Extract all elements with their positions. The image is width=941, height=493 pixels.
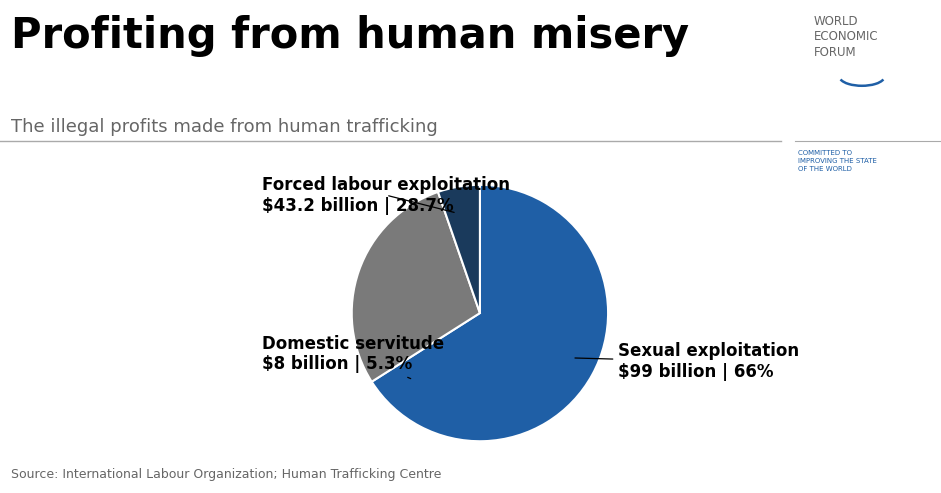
Text: Sexual exploitation
$99 billion | 66%: Sexual exploitation $99 billion | 66% — [575, 342, 800, 381]
Text: The illegal profits made from human trafficking: The illegal profits made from human traf… — [11, 118, 439, 137]
Text: WORLD
ECONOMIC
FORUM: WORLD ECONOMIC FORUM — [814, 15, 879, 59]
Wedge shape — [438, 185, 480, 313]
Text: Domestic servitude
$8 billion | 5.3%: Domestic servitude $8 billion | 5.3% — [262, 335, 444, 379]
Text: Profiting from human misery: Profiting from human misery — [11, 15, 690, 57]
Wedge shape — [352, 192, 480, 382]
Text: COMMITTED TO
IMPROVING THE STATE
OF THE WORLD: COMMITTED TO IMPROVING THE STATE OF THE … — [798, 150, 877, 173]
Wedge shape — [372, 185, 608, 441]
Text: Forced labour exploitation
$43.2 billion | 28.7%: Forced labour exploitation $43.2 billion… — [262, 176, 510, 214]
Text: Source: International Labour Organization; Human Trafficking Centre: Source: International Labour Organizatio… — [11, 468, 441, 481]
